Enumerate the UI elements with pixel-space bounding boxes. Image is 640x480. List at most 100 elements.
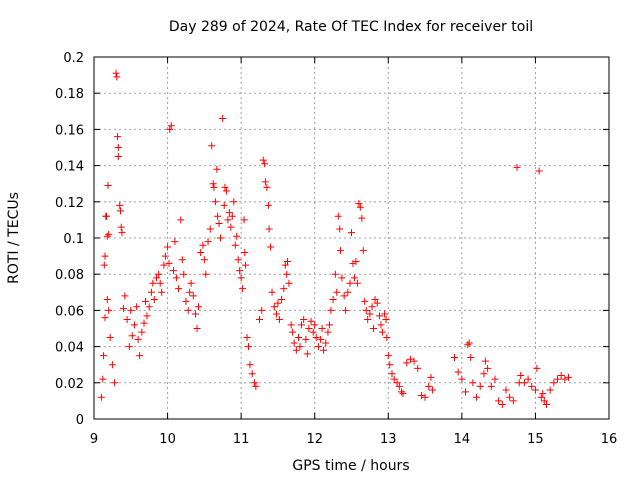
data-point: [204, 238, 212, 246]
data-point: [208, 142, 216, 150]
data-point: [495, 397, 503, 405]
y-tick-label: 0.16: [55, 123, 84, 138]
data-point: [155, 270, 163, 278]
data-point: [147, 288, 155, 296]
data-point: [215, 220, 223, 228]
data-point: [539, 390, 547, 398]
chart-title: Day 289 of 2024, Rate Of TEC Index for r…: [169, 19, 533, 35]
data-point: [311, 321, 319, 329]
data-point: [542, 401, 550, 409]
data-point: [352, 258, 360, 266]
data-point: [336, 225, 344, 233]
data-point: [114, 133, 122, 141]
x-tick-label: 15: [527, 432, 544, 447]
data-point: [237, 274, 245, 282]
y-axis-ticks: 0 0.02 0.04 0.06 0.08 0.1 0.12 0.14 0.16 0.18 0.2: [55, 51, 609, 428]
data-point: [243, 334, 251, 342]
data-point: [473, 393, 481, 401]
data-point: [531, 386, 539, 394]
data-point: [285, 279, 293, 287]
data-point: [225, 209, 233, 217]
data-point: [189, 292, 197, 300]
data-point: [502, 386, 510, 394]
data-point: [384, 352, 392, 360]
data-point: [228, 212, 236, 220]
data-point: [386, 361, 394, 369]
data-point: [236, 267, 244, 275]
data-point: [178, 256, 186, 264]
data-point: [417, 391, 425, 399]
data-point: [381, 310, 389, 318]
y-tick-label: 0.18: [55, 87, 84, 102]
data-point: [142, 297, 149, 305]
data-point: [101, 252, 109, 260]
data-point: [221, 183, 229, 191]
data-point: [283, 270, 291, 278]
data-point: [333, 288, 341, 296]
data-point: [211, 198, 219, 206]
data-point: [307, 317, 315, 325]
data-point: [427, 373, 435, 381]
data-point: [272, 310, 280, 318]
data-point: [296, 343, 304, 351]
data-point: [239, 285, 247, 293]
data-point: [252, 382, 260, 390]
data-point: [290, 339, 298, 347]
data-point: [171, 238, 179, 246]
data-point: [256, 315, 264, 323]
data-point: [128, 332, 136, 340]
data-point: [533, 364, 541, 372]
data-point: [149, 279, 157, 287]
data-point: [160, 261, 168, 269]
data-point: [320, 346, 328, 354]
data-point: [123, 315, 131, 323]
data-point: [349, 259, 357, 267]
x-tick-label: 10: [159, 432, 176, 447]
data-point: [143, 312, 151, 320]
data-point: [535, 167, 543, 175]
data-point: [414, 364, 422, 372]
data-point: [104, 182, 112, 190]
data-point: [97, 393, 105, 401]
data-point: [114, 144, 122, 151]
data-point: [309, 328, 317, 336]
data-point: [265, 225, 273, 233]
data-point: [399, 390, 407, 398]
data-point: [346, 279, 354, 287]
data-point: [506, 393, 514, 401]
data-point: [451, 353, 458, 361]
data-point: [99, 375, 107, 383]
data-point: [297, 321, 305, 329]
data-point: [116, 207, 124, 215]
data-point: [476, 382, 484, 390]
y-tick-label: 0: [76, 413, 84, 428]
data-point: [278, 296, 286, 304]
y-tick-label: 0.04: [55, 341, 84, 356]
data-point: [329, 296, 337, 304]
data-point: [289, 328, 297, 336]
data-point: [383, 334, 391, 342]
data-point: [375, 312, 383, 320]
data-point: [364, 315, 372, 323]
data-point: [338, 274, 346, 282]
data-point: [303, 350, 311, 358]
data-point: [487, 382, 495, 390]
data-point: [295, 334, 303, 342]
data-point: [520, 379, 528, 387]
data-point: [557, 372, 565, 380]
data-point: [491, 375, 499, 383]
data-point: [130, 321, 138, 329]
data-point: [111, 379, 119, 387]
data-point: [234, 256, 242, 264]
data-point: [117, 223, 125, 231]
data-point: [377, 321, 385, 329]
data-point: [550, 379, 558, 387]
data-point: [103, 212, 111, 220]
data-point: [280, 285, 288, 293]
data-point: [263, 183, 271, 191]
data-point: [350, 274, 358, 282]
data-point: [528, 382, 536, 390]
data-point: [462, 388, 470, 396]
data-point: [258, 306, 266, 314]
data-point: [241, 248, 249, 256]
